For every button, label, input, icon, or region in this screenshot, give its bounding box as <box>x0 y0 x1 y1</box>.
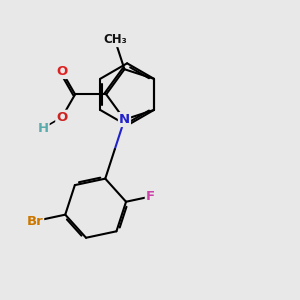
Text: H: H <box>38 122 49 135</box>
Text: Br: Br <box>26 214 43 228</box>
Text: O: O <box>56 65 68 78</box>
Text: O: O <box>56 111 68 124</box>
Text: F: F <box>146 190 155 203</box>
Text: CH₃: CH₃ <box>103 33 127 46</box>
Text: N: N <box>119 113 130 126</box>
